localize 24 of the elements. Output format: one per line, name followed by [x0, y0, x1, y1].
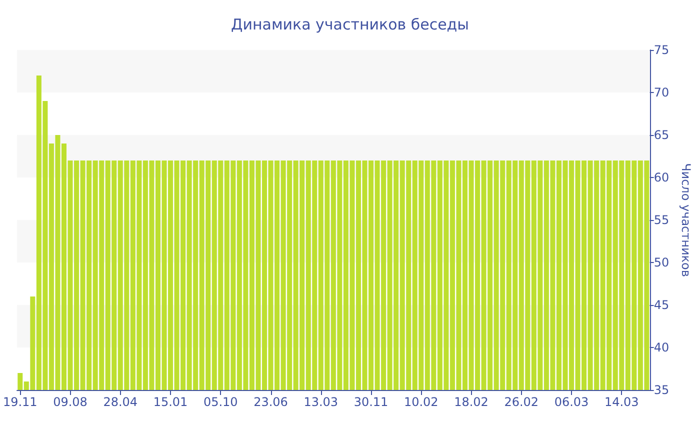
- x-tick-label: 10.02: [404, 395, 438, 409]
- x-tick-label: 14.03: [604, 395, 639, 409]
- x-tick-label: 28.04: [103, 395, 138, 409]
- y-tick-label: 50: [654, 256, 670, 270]
- y-tick-label: 65: [654, 128, 670, 142]
- chart-title: Динамика участников беседы: [230, 16, 470, 34]
- x-tick-label: 26.02: [504, 395, 539, 409]
- x-tick-label: 15.01: [153, 395, 188, 409]
- x-tick-label: 23.06: [254, 395, 288, 409]
- x-tick-label: 19.11: [2, 395, 38, 409]
- x-tick-label: 13.03: [304, 395, 338, 409]
- x-tick-label: 30.11: [354, 395, 388, 409]
- x-tick-label: 05.10: [203, 395, 238, 409]
- x-tick-label: 18.02: [454, 395, 488, 409]
- y-tick-label: 70: [654, 86, 670, 100]
- y-tick-label: 45: [654, 298, 670, 312]
- y-tick-label: 55: [654, 213, 670, 227]
- y-tick-label: 60: [654, 170, 670, 184]
- y-tick-label: 40: [654, 340, 670, 354]
- y-axis-title: Число участников: [679, 163, 693, 277]
- y-tick-label: 35: [654, 383, 670, 397]
- x-tick-label: 06.03: [554, 395, 589, 409]
- y-tick-label: 75: [654, 43, 670, 57]
- x-tick-label: 09.08: [53, 395, 88, 409]
